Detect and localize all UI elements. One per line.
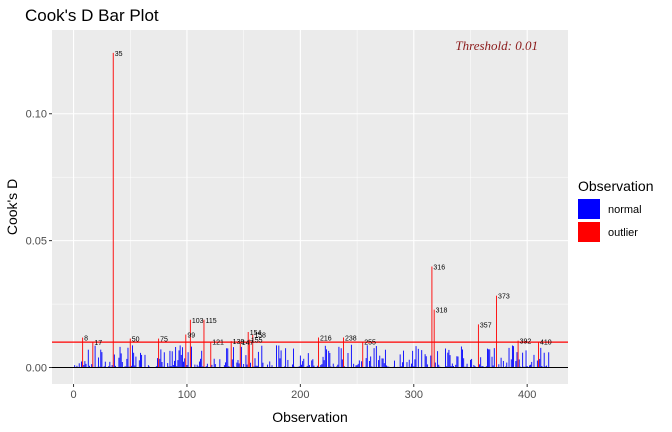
outlier-point-label: 255 [364,340,376,347]
legend-swatch-outlier [578,222,600,242]
outlier-point-label: 99 [187,333,195,340]
y-tick-label: 0.05 [26,236,47,248]
outlier-point-label: 35 [115,51,123,58]
outlier-point-label: 17 [94,340,102,347]
outlier-point-label: 147 [242,340,254,347]
outlier-point-label: 139 [233,339,245,346]
x-tick-label: 100 [178,389,196,401]
outlier-point-label: 50 [132,337,140,344]
legend-title: Observation [578,178,653,194]
outlier-point-label: 410 [540,340,552,347]
chart-title: Cook's D Bar Plot [25,6,159,25]
outlier-bars [82,52,539,368]
legend-swatch-normal [578,199,600,219]
outlier-point-label: 8 [84,336,88,343]
outlier-point-label: 216 [320,336,332,343]
y-axis-title: Cook's D [4,179,20,235]
x-axis-ticks: 0 100 200 300 400 [70,384,536,401]
outlier-point-label: 238 [345,336,357,343]
legend: Observation normal outlier [578,178,653,242]
threshold-annotation: Threshold: 0.01 [455,38,538,53]
y-tick-label: 0.10 [26,109,47,121]
outlier-point-label: 75 [160,337,168,344]
legend-label-normal: normal [608,204,642,216]
x-tick-label: 400 [518,389,536,401]
x-tick-label: 300 [405,389,423,401]
y-axis-ticks: 0.00 0.05 0.10 [26,109,52,375]
outlier-point-label: 155 [251,338,263,345]
outlier-point-label: 158 [254,333,266,340]
x-tick-label: 0 [70,389,76,401]
outlier-point-label: 121 [212,340,224,347]
outlier-point-label: 316 [433,265,445,272]
y-tick-label: 0.00 [26,363,47,375]
legend-label-outlier: outlier [608,227,638,239]
x-axis-title: Observation [272,409,347,425]
outlier-point-label: 357 [480,322,492,329]
outlier-point-label: 373 [498,294,510,301]
x-tick-label: 200 [291,389,309,401]
outlier-point-label: 392 [520,339,532,346]
outlier-point-label: 318 [436,308,448,315]
plot-panel [52,30,568,384]
outlier-point-label: 103 [192,318,204,325]
outlier-point-label: 154 [250,330,262,337]
outlier-point-label: 115 [205,318,216,325]
